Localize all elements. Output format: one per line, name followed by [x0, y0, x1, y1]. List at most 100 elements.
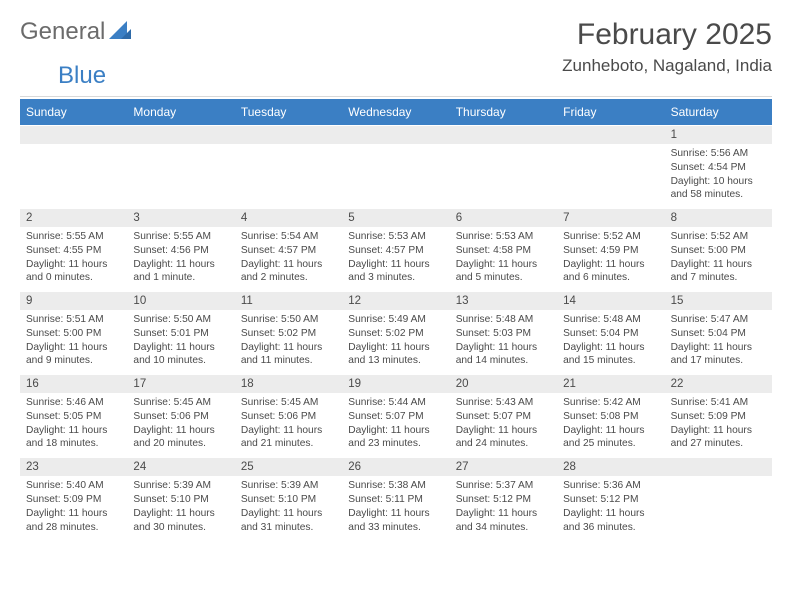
- day-detail-line: and 5 minutes.: [456, 271, 551, 285]
- day-detail-line: and 3 minutes.: [348, 271, 443, 285]
- day-detail-line: Sunrise: 5:38 AM: [348, 479, 443, 493]
- day-header-cell: Thursday: [450, 99, 557, 125]
- day-detail-line: Sunrise: 5:48 AM: [563, 313, 658, 327]
- day-detail-line: Sunrise: 5:36 AM: [563, 479, 658, 493]
- day-detail-line: Sunrise: 5:39 AM: [241, 479, 336, 493]
- calendar: Sunday Monday Tuesday Wednesday Thursday…: [20, 99, 772, 540]
- day-number-cell: 7: [557, 208, 664, 227]
- day-body-cell: Sunrise: 5:40 AMSunset: 5:09 PMDaylight:…: [20, 476, 127, 540]
- day-number-cell: 16: [20, 374, 127, 393]
- day-detail-line: Daylight: 11 hours: [241, 424, 336, 438]
- day-detail-line: Sunset: 5:04 PM: [563, 327, 658, 341]
- day-number-cell: 2: [20, 208, 127, 227]
- day-detail-line: Sunset: 5:08 PM: [563, 410, 658, 424]
- day-detail-line: Sunset: 4:57 PM: [241, 244, 336, 258]
- day-body-cell: [127, 144, 234, 208]
- day-number-cell: 28: [557, 457, 664, 476]
- day-detail-line: Sunset: 5:06 PM: [241, 410, 336, 424]
- day-detail-line: Sunset: 5:09 PM: [671, 410, 766, 424]
- day-detail-line: Sunset: 5:04 PM: [671, 327, 766, 341]
- month-title: February 2025: [562, 18, 772, 52]
- day-number-cell: 8: [665, 208, 772, 227]
- title-block: February 2025 Zunheboto, Nagaland, India: [562, 18, 772, 76]
- day-detail-line: Daylight: 11 hours: [241, 341, 336, 355]
- day-number-cell: 25: [235, 457, 342, 476]
- day-detail-line: and 23 minutes.: [348, 437, 443, 451]
- day-body-cell: Sunrise: 5:43 AMSunset: 5:07 PMDaylight:…: [450, 393, 557, 457]
- day-detail-line: Sunrise: 5:46 AM: [26, 396, 121, 410]
- week-number-row: 9101112131415: [20, 291, 772, 310]
- day-body-cell: [20, 144, 127, 208]
- day-body-cell: Sunrise: 5:39 AMSunset: 5:10 PMDaylight:…: [235, 476, 342, 540]
- day-detail-line: Sunrise: 5:45 AM: [133, 396, 228, 410]
- day-detail-line: Daylight: 11 hours: [348, 424, 443, 438]
- day-detail-line: and 2 minutes.: [241, 271, 336, 285]
- day-body-cell: Sunrise: 5:37 AMSunset: 5:12 PMDaylight:…: [450, 476, 557, 540]
- day-detail-line: Daylight: 11 hours: [348, 507, 443, 521]
- header-divider: [20, 96, 772, 97]
- day-number-cell: 19: [342, 374, 449, 393]
- day-detail-line: Sunset: 5:05 PM: [26, 410, 121, 424]
- day-body-cell: Sunrise: 5:50 AMSunset: 5:01 PMDaylight:…: [127, 310, 234, 374]
- day-detail-line: Sunrise: 5:54 AM: [241, 230, 336, 244]
- day-detail-line: and 28 minutes.: [26, 521, 121, 535]
- day-detail-line: Sunrise: 5:45 AM: [241, 396, 336, 410]
- day-number-cell: [665, 457, 772, 476]
- day-detail-line: Daylight: 11 hours: [133, 258, 228, 272]
- day-body-cell: Sunrise: 5:42 AMSunset: 5:08 PMDaylight:…: [557, 393, 664, 457]
- day-body-cell: Sunrise: 5:38 AMSunset: 5:11 PMDaylight:…: [342, 476, 449, 540]
- day-body-cell: Sunrise: 5:53 AMSunset: 4:58 PMDaylight:…: [450, 227, 557, 291]
- day-detail-line: and 25 minutes.: [563, 437, 658, 451]
- day-header-cell: Tuesday: [235, 99, 342, 125]
- day-detail-line: Sunrise: 5:53 AM: [348, 230, 443, 244]
- day-detail-line: Sunrise: 5:56 AM: [671, 147, 766, 161]
- day-detail-line: and 34 minutes.: [456, 521, 551, 535]
- week-number-row: 16171819202122: [20, 374, 772, 393]
- day-body-cell: [557, 144, 664, 208]
- day-detail-line: Sunset: 4:58 PM: [456, 244, 551, 258]
- day-detail-line: Sunset: 5:12 PM: [456, 493, 551, 507]
- day-number-cell: 5: [342, 208, 449, 227]
- day-detail-line: Daylight: 11 hours: [671, 341, 766, 355]
- day-detail-line: Daylight: 11 hours: [456, 258, 551, 272]
- day-detail-line: Daylight: 11 hours: [563, 258, 658, 272]
- day-detail-line: Daylight: 11 hours: [563, 424, 658, 438]
- day-number-cell: 1: [665, 125, 772, 144]
- day-detail-line: Daylight: 11 hours: [241, 258, 336, 272]
- day-detail-line: Daylight: 11 hours: [133, 341, 228, 355]
- day-detail-line: Daylight: 11 hours: [563, 507, 658, 521]
- day-detail-line: Daylight: 11 hours: [26, 258, 121, 272]
- day-detail-line: Sunrise: 5:53 AM: [456, 230, 551, 244]
- day-detail-line: Daylight: 11 hours: [26, 424, 121, 438]
- day-body-cell: Sunrise: 5:56 AMSunset: 4:54 PMDaylight:…: [665, 144, 772, 208]
- day-detail-line: and 1 minute.: [133, 271, 228, 285]
- day-number-cell: 20: [450, 374, 557, 393]
- day-header-row: Sunday Monday Tuesday Wednesday Thursday…: [20, 99, 772, 125]
- day-detail-line: Sunset: 5:00 PM: [26, 327, 121, 341]
- day-header-cell: Friday: [557, 99, 664, 125]
- day-detail-line: Sunset: 5:00 PM: [671, 244, 766, 258]
- day-detail-line: Daylight: 11 hours: [26, 507, 121, 521]
- day-body-cell: Sunrise: 5:44 AMSunset: 5:07 PMDaylight:…: [342, 393, 449, 457]
- day-detail-line: Daylight: 11 hours: [26, 341, 121, 355]
- day-detail-line: Sunrise: 5:50 AM: [133, 313, 228, 327]
- day-number-cell: 11: [235, 291, 342, 310]
- day-detail-line: and 17 minutes.: [671, 354, 766, 368]
- day-body-cell: [342, 144, 449, 208]
- day-detail-line: Sunset: 4:59 PM: [563, 244, 658, 258]
- day-detail-line: Sunset: 5:07 PM: [456, 410, 551, 424]
- day-number-cell: [450, 125, 557, 144]
- day-detail-line: and 6 minutes.: [563, 271, 658, 285]
- day-number-cell: 15: [665, 291, 772, 310]
- day-body-cell: Sunrise: 5:52 AMSunset: 5:00 PMDaylight:…: [665, 227, 772, 291]
- day-body-cell: Sunrise: 5:47 AMSunset: 5:04 PMDaylight:…: [665, 310, 772, 374]
- day-detail-line: Sunset: 4:54 PM: [671, 161, 766, 175]
- day-number-cell: 17: [127, 374, 234, 393]
- day-detail-line: and 15 minutes.: [563, 354, 658, 368]
- week-number-row: 232425262728: [20, 457, 772, 476]
- day-detail-line: Sunset: 5:01 PM: [133, 327, 228, 341]
- day-detail-line: Daylight: 11 hours: [563, 341, 658, 355]
- day-detail-line: Sunrise: 5:49 AM: [348, 313, 443, 327]
- logo-text-blue: Blue: [58, 62, 106, 90]
- day-detail-line: and 30 minutes.: [133, 521, 228, 535]
